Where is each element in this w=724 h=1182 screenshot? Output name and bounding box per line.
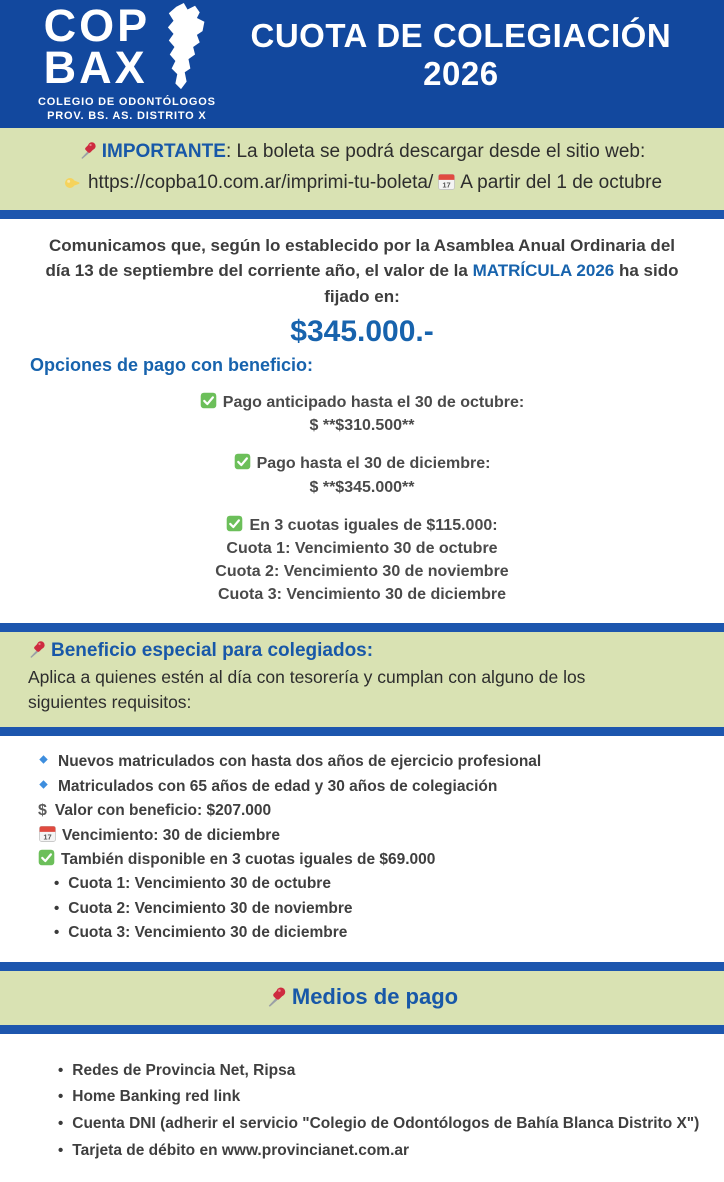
- payment-option-1-label: Pago anticipado hasta el 30 de octubre:: [222, 394, 525, 412]
- dollar-icon: $: [38, 801, 47, 819]
- payment-option-1: Pago anticipado hasta el 30 de octubre: …: [0, 391, 724, 437]
- divider-bar: [0, 961, 724, 971]
- payment-option-3-label: En 3 cuotas iguales de $115.000:: [249, 516, 498, 534]
- payment-methods-list: • Redes de Provincia Net, Ripsa • Home Ban…: [0, 1034, 724, 1182]
- boleta-url-link[interactable]: https://copba10.com.ar/imprimi-tu-boleta…: [87, 171, 434, 193]
- payment-option-2-label: Pago hasta el 30 de diciembre:: [256, 455, 491, 473]
- list-item: Matriculados con 65 años de edad y 30 añ…: [38, 775, 704, 798]
- bullet-dot-icon: •: [58, 1141, 64, 1159]
- benefit-item-text: Valor con beneficio: $207.000: [54, 801, 272, 819]
- divider-bar: [0, 1024, 724, 1034]
- logo-subtitle: COLEGIO DE ODONTÓLOGOS PROV. BS. AS. DIS…: [38, 96, 216, 124]
- list-item: • Cuota 2: Vencimiento 30 de noviembre: [38, 897, 704, 921]
- announcement-outro: ha sido fijado en:: [324, 261, 679, 307]
- pushpin-icon: [81, 142, 96, 159]
- important-line-1: IMPORTANTE: La boleta se podrá descargar…: [10, 137, 714, 168]
- checkbox-icon: [226, 514, 244, 532]
- important-text: : La boleta se podrá descargar desde el …: [225, 141, 646, 162]
- payment-option-1-title: Pago anticipado hasta el 30 de octubre:: [0, 391, 724, 414]
- header: COP BAX COLEGIO DE ODONTÓLOGOS PROV. BS.…: [0, 0, 724, 128]
- payment-option-1-amount: $ **$310.500**: [309, 417, 415, 435]
- cuota-1-line: Cuota 1: Vencimiento 30 de octubre: [226, 539, 498, 557]
- benefit-item-text: Matriculados con 65 años de edad y 30 añ…: [58, 777, 498, 795]
- cuota-2-line: Cuota 2: Vencimiento 30 de noviembre: [215, 563, 509, 581]
- matricula-highlight: MATRÍCULA 2026: [472, 261, 615, 281]
- important-line-2: https://copba10.com.ar/imprimi-tu-boleta…: [10, 168, 714, 199]
- logo-subtitle-line-2: PROV. BS. AS. DISTRITO X: [47, 109, 207, 122]
- divider-bar: [0, 622, 724, 632]
- copbax-logo: COP BAX COLEGIO DE ODONTÓLOGOS PROV. BS.…: [38, 0, 216, 124]
- benefit-item-text: Cuota 1: Vencimiento 30 de octubre: [68, 875, 331, 893]
- benefit-item-text: Vencimiento: 30 de diciembre: [62, 826, 280, 844]
- cuota-3-line: Cuota 3: Vencimiento 30 de diciembre: [217, 586, 507, 604]
- announcement-intro: Comunicamos que, según lo establecido po…: [45, 235, 676, 281]
- calendar-icon: [438, 173, 456, 190]
- checkbox-icon: [233, 453, 251, 471]
- divider-bar: [0, 727, 724, 737]
- logo-line-2: BAX: [43, 41, 148, 93]
- list-item: • Redes de Provincia Net, Ripsa: [44, 1058, 704, 1085]
- list-item: Vencimiento: 30 de diciembre: [38, 824, 704, 847]
- logo-wordmark: COP BAX: [43, 0, 151, 93]
- benefit-item-text: También disponible en 3 cuotas iguales d…: [61, 851, 436, 869]
- pushpin-icon: [268, 987, 286, 1007]
- bullet-dot-icon: •: [54, 899, 60, 917]
- payment-methods-banner: Medios de pago: [0, 970, 724, 1025]
- payment-option-2-title: Pago hasta el 30 de diciembre:: [0, 452, 724, 475]
- special-benefit-title-row: Beneficio especial para colegiados:: [28, 640, 669, 662]
- list-item: • Cuota 3: Vencimiento 30 de diciembre: [38, 921, 704, 945]
- checkbox-icon: [199, 392, 217, 410]
- page-title: CUOTA DE COLEGIACIÓN 2026: [250, 17, 672, 92]
- district-map-icon: [168, 2, 205, 89]
- benefit-item-text: Cuota 3: Vencimiento 30 de diciembre: [68, 924, 348, 942]
- list-item: También disponible en 3 cuotas iguales d…: [38, 848, 704, 871]
- options-heading: Opciones de pago con beneficio:: [30, 355, 314, 376]
- logo-line-1: COP: [43, 0, 151, 51]
- payment-option-2: Pago hasta el 30 de diciembre: $ **$345.…: [0, 452, 724, 498]
- calendar-icon: [39, 825, 56, 842]
- list-item: • Tarjeta de débito en www.provincianet.c…: [44, 1138, 704, 1165]
- payment-method-text: Tarjeta de débito en www.provincianet.co…: [72, 1141, 410, 1159]
- list-item: • Cuota 1: Vencimiento 30 de octubre: [38, 872, 704, 896]
- payment-methods-title: Medios de pago: [291, 983, 459, 1009]
- diamond-bullet-icon: [39, 779, 48, 789]
- payment-option-2-amount: $ **$345.000**: [309, 478, 415, 496]
- list-item: • Home Banking red link: [44, 1084, 704, 1111]
- payment-option-3-title: En 3 cuotas iguales de $115.000:: [0, 514, 724, 537]
- pushpin-icon: [30, 640, 45, 658]
- diamond-bullet-icon: [39, 755, 48, 764]
- payment-method-text: Home Banking red link: [72, 1088, 241, 1106]
- special-benefit-description: Aplica a quienes estén al día con tesore…: [28, 666, 586, 712]
- logo-subtitle-line-1: COLEGIO DE ODONTÓLOGOS: [38, 95, 216, 108]
- checkbox-icon: [38, 849, 55, 867]
- important-banner: IMPORTANTE: La boleta se podrá descargar…: [0, 128, 724, 210]
- matricula-amount: $345.000.-: [290, 315, 434, 349]
- announcement-paragraph: Comunicamos que, según lo establecido po…: [0, 219, 724, 310]
- benefit-item-text: Cuota 2: Vencimiento 30 de noviembre: [68, 899, 353, 917]
- benefit-item-text: Nuevos matriculados con hasta dos años d…: [58, 753, 542, 771]
- bullet-dot-icon: •: [54, 924, 60, 942]
- bullet-dot-icon: •: [58, 1061, 64, 1079]
- list-item: • Cuenta DNI (adherir el servicio "Colegi…: [44, 1111, 704, 1138]
- payment-method-text: Redes de Provincia Net, Ripsa: [72, 1061, 296, 1079]
- special-benefit-title: Beneficio especial para colegiados:: [51, 639, 374, 661]
- payment-option-3: En 3 cuotas iguales de $115.000: Cuota 1…: [0, 514, 724, 607]
- payment-method-text: Cuenta DNI (adherir el servicio "Colegio…: [72, 1115, 700, 1133]
- bullet-dot-icon: •: [58, 1088, 64, 1106]
- list-item: Nuevos matriculados con hasta dos años d…: [38, 750, 704, 773]
- important-label: IMPORTANTE: [101, 141, 226, 162]
- important-date-note: A partir del 1 de octubre: [460, 171, 663, 193]
- special-benefit-banner: Beneficio especial para colegiados: Apli…: [0, 631, 724, 728]
- bullet-dot-icon: •: [54, 875, 60, 893]
- list-item: $ Valor con beneficio: $207.000: [38, 799, 704, 823]
- bullet-dot-icon: •: [58, 1115, 64, 1133]
- divider-bar: [0, 209, 724, 219]
- pointer-icon: [64, 177, 80, 188]
- benefit-list: Nuevos matriculados con hasta dos años d…: [0, 736, 724, 962]
